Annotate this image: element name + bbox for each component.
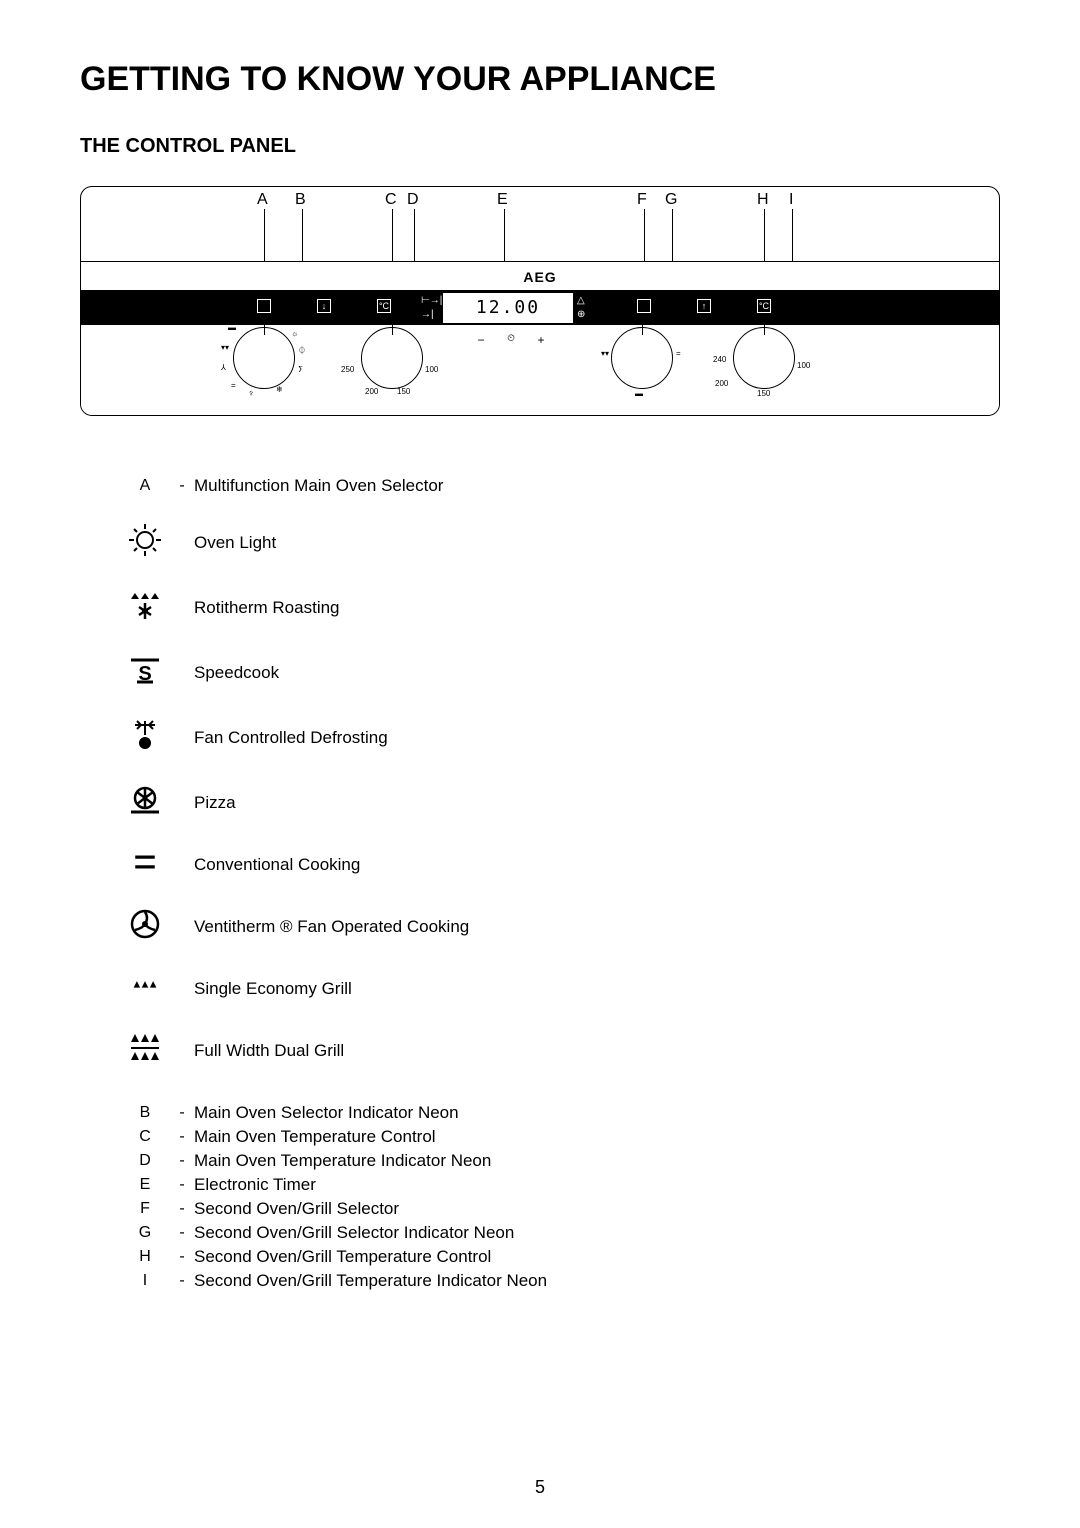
legend-row-i: I - Second Oven/Grill Temperature Indica…: [120, 1271, 1000, 1291]
indicator-c: °C: [377, 299, 391, 313]
legend-text-pizza: Pizza: [194, 793, 236, 813]
defrost-icon: [120, 719, 170, 756]
legend-row-ventitherm: Ventitherm ® Fan Operated Cooking: [120, 908, 1000, 945]
legend-text-rotitherm: Rotitherm Roasting: [194, 598, 340, 618]
indicator-f: [637, 299, 651, 313]
timer-start-icon: ⊢→|: [421, 295, 442, 306]
label-h: H: [757, 191, 769, 209]
rotitherm-icon: [120, 589, 170, 626]
indicator-g: ↑: [697, 299, 711, 313]
indicator-strip: ↓ °C ⊢→| →| 12.00 △ ⊕ ↑ °C: [81, 291, 999, 325]
legend-row-rotitherm: Rotitherm Roasting: [120, 589, 1000, 626]
conv-f-icon: =: [676, 349, 681, 358]
clock-icon: ⊕: [577, 309, 585, 320]
legend-text-defrost: Fan Controlled Defrosting: [194, 728, 388, 748]
conv-tick-icon: =: [231, 381, 236, 390]
legend-text-single-grill: Single Economy Grill: [194, 979, 352, 999]
grill2-tick-icon: ▾▾: [221, 343, 229, 352]
legend-row-h: H - Second Oven/Grill Temperature Contro…: [120, 1247, 1000, 1267]
temp-200: 200: [365, 387, 378, 396]
label-i: I: [789, 191, 793, 209]
oven-light-icon: [120, 524, 170, 561]
indicator-b: ↓: [317, 299, 331, 313]
single-grill-icon: [120, 973, 170, 1004]
timer-minus-button: −: [471, 333, 491, 347]
legend-row-f: F - Second Oven/Grill Selector: [120, 1199, 1000, 1219]
temp-100: 100: [425, 365, 438, 374]
label-c: C: [385, 191, 397, 209]
legend-row-e: E - Electronic Timer: [120, 1175, 1000, 1195]
dials-area: ▬ ☼ ▾▾ ⏀ ⅄ ⵢ = ⍚ ❄ 250 200 150 100 − ⏲ +…: [81, 325, 999, 416]
second-selector-dial: [611, 327, 673, 389]
section-heading: THE CONTROL PANEL: [80, 135, 1000, 158]
s-tick-icon: ⵢ: [298, 365, 303, 374]
temp-250: 250: [341, 365, 354, 374]
legend-list: A - Multifunction Main Oven Selector Ove…: [120, 476, 1000, 1291]
legend-text-speedcook: Speedcook: [194, 663, 279, 683]
legend-row-g: G - Second Oven/Grill Selector Indicator…: [120, 1223, 1000, 1243]
legend-text-dual-grill: Full Width Dual Grill: [194, 1041, 344, 1061]
light-tick-icon: ☼: [291, 329, 298, 338]
label-d: D: [407, 191, 419, 209]
base-f-icon: ▬: [635, 389, 643, 398]
grill-tick-icon: ▬: [228, 323, 236, 332]
label-callouts: A B C D E F G H I: [81, 187, 999, 261]
brand-strip: AEG: [81, 261, 999, 291]
speedcook-icon: S: [120, 654, 170, 691]
legend-row-dual-grill: Full Width Dual Grill: [120, 1032, 1000, 1069]
pizza-icon: [120, 784, 170, 821]
temp-100b: 100: [797, 361, 810, 370]
main-selector-dial: [233, 327, 295, 389]
timer-display: 12.00: [443, 293, 573, 323]
label-g: G: [665, 191, 677, 209]
legend-text-a: Multifunction Main Oven Selector: [194, 476, 443, 496]
timer-plus-button: +: [531, 333, 551, 347]
brand-logo: AEG: [523, 269, 556, 285]
legend-row-single-grill: Single Economy Grill: [120, 973, 1000, 1004]
page-title: GETTING TO KNOW YOUR APPLIANCE: [80, 60, 1000, 99]
label-e: E: [497, 191, 508, 209]
control-panel-diagram: A B C D E F G H I AEG ↓ °C ⊢→| →| 12.00 …: [80, 186, 1000, 416]
legend-row-c: C - Main Oven Temperature Control: [120, 1127, 1000, 1147]
label-f: F: [637, 191, 647, 209]
legend-row-defrost: Fan Controlled Defrosting: [120, 719, 1000, 756]
timer-mode-button: ⏲: [501, 333, 521, 347]
ventitherm-icon: [120, 908, 170, 945]
label-b: B: [295, 191, 306, 209]
temp-150: 150: [397, 387, 410, 396]
indicator-a: [257, 299, 271, 313]
defrost-tick-icon: ❄: [276, 385, 283, 394]
legend-row-speedcook: S Speedcook: [120, 654, 1000, 691]
legend-row-a: A - Multifunction Main Oven Selector: [120, 476, 1000, 496]
page-number: 5: [535, 1477, 545, 1498]
timer-end-icon: →|: [421, 309, 434, 320]
legend-text-light: Oven Light: [194, 533, 276, 553]
legend-row-pizza: Pizza: [120, 784, 1000, 821]
legend-row-d: D - Main Oven Temperature Indicator Neon: [120, 1151, 1000, 1171]
legend-text-ventitherm: Ventitherm ® Fan Operated Cooking: [194, 917, 469, 937]
temp-200b: 200: [715, 379, 728, 388]
dual-grill-icon: [120, 1032, 170, 1069]
legend-letter-a: A: [120, 477, 170, 495]
legend-row-conventional: Conventional Cooking: [120, 849, 1000, 880]
indicator-h: °C: [757, 299, 771, 313]
legend-row-light: Oven Light: [120, 524, 1000, 561]
legend-row-b: B - Main Oven Selector Indicator Neon: [120, 1103, 1000, 1123]
second-temp-dial: [733, 327, 795, 389]
conventional-icon: [120, 849, 170, 880]
main-temp-dial: [361, 327, 423, 389]
pizza-tick-icon: ⍚: [249, 387, 254, 397]
grill-f-icon: ▾▾: [601, 349, 609, 358]
bell-icon: △: [577, 295, 585, 306]
legend-text-conventional: Conventional Cooking: [194, 855, 360, 875]
fan-tick-icon: ⅄: [221, 363, 226, 372]
rotitherm-tick-icon: ⏀: [298, 345, 306, 356]
temp-150b: 150: [757, 389, 770, 398]
label-a: A: [257, 191, 268, 209]
temp-240: 240: [713, 355, 726, 364]
